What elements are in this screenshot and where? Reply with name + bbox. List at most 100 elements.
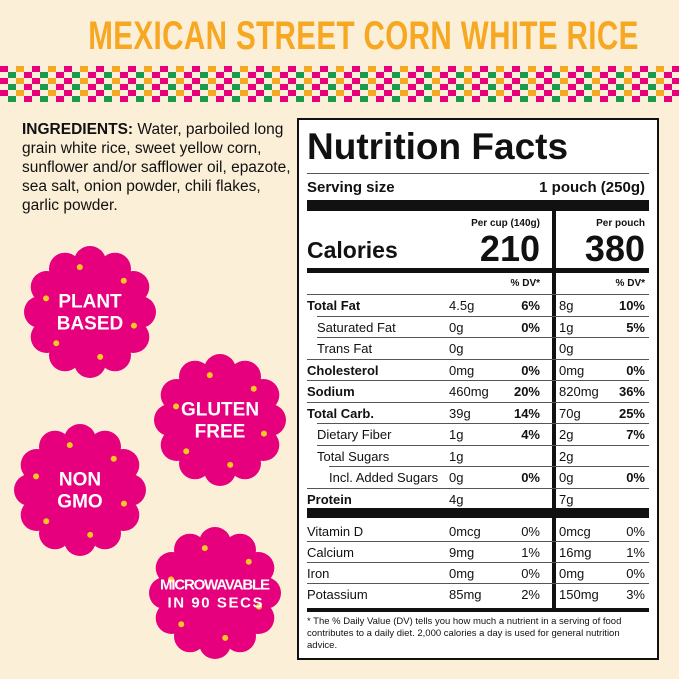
row-rule (329, 466, 649, 467)
badge-text: GMO (57, 492, 102, 513)
amount: 0g (449, 470, 464, 485)
badge-dot (97, 353, 104, 360)
row-label: Total Carb. (307, 405, 374, 421)
dv: 0% (521, 566, 540, 581)
serving-value: 1 pouch (250g) (539, 179, 645, 196)
amount: 16mg (559, 545, 592, 560)
dv: 36% (618, 384, 645, 399)
badge-dot (255, 603, 262, 610)
dv: 4% (521, 427, 540, 442)
dv: 14% (513, 405, 540, 421)
row-rule (307, 294, 649, 295)
dv: 0% (521, 470, 540, 485)
calories-value: 210 (479, 228, 540, 269)
dv: 0% (626, 524, 645, 539)
badge-text: FREE (195, 422, 246, 443)
badge-dot (130, 322, 137, 329)
row-rule (307, 380, 649, 381)
amount: 1g (449, 448, 464, 464)
column-divider (552, 211, 556, 610)
dv: 1% (521, 545, 540, 560)
row-label: Dietary Fiber (317, 427, 392, 442)
badge-dot (43, 295, 50, 302)
badge-dot (66, 442, 73, 449)
dv-header: % DV* (510, 278, 540, 289)
amount: 9mg (449, 545, 475, 560)
amount: 0g (449, 341, 464, 356)
badge-dot (250, 385, 257, 392)
badge-dot (173, 403, 180, 410)
col-header: Per pouch (596, 218, 645, 229)
badge-text: BASED (57, 314, 124, 335)
dv: 6% (521, 298, 540, 313)
ingredients-text: Water, parboiled long grain white rice, … (22, 121, 291, 214)
row-label: Iron (307, 566, 330, 581)
dv-header: % DV* (615, 278, 645, 289)
dv: 0% (521, 524, 540, 539)
row-label: Protein (307, 491, 352, 507)
row-label: Incl. Added Sugars (329, 470, 439, 485)
row-rule (317, 315, 649, 317)
calories-label: Calories (307, 237, 398, 263)
badge-text: GLUTEN (181, 400, 259, 421)
amount: 0mg (559, 566, 585, 581)
dv: 0% (626, 566, 645, 581)
badge-text: PLANT (58, 292, 122, 313)
dv: 0% (626, 362, 645, 378)
row-rule (307, 562, 649, 563)
row-label: Cholesterol (307, 362, 379, 378)
amount: 4g (449, 491, 464, 507)
dv: 0% (626, 470, 645, 485)
badge-dot (43, 518, 50, 525)
row-rule (307, 541, 649, 542)
amount: 85mg (449, 587, 482, 602)
amount: 2g (559, 448, 574, 464)
dv: 2% (521, 587, 540, 602)
badge-dot (120, 277, 127, 284)
badge-core (36, 258, 144, 366)
row-label: Calcium (307, 545, 354, 560)
amount: 7g (559, 491, 574, 507)
badge-core (161, 539, 269, 647)
badge-dot (227, 461, 234, 468)
dv: 10% (618, 298, 645, 313)
amount: 0g (559, 341, 574, 356)
badges: PLANTBASEDGLUTENFREENONGMOMICROWAVABLEIN… (14, 246, 286, 659)
medium-bar (307, 608, 649, 612)
calories-value: 380 (584, 228, 645, 269)
nutrition-label: Nutrition Facts Serving size 1 pouch (250g… (297, 118, 659, 660)
dv: 3% (626, 587, 645, 602)
row-label: Total Fat (307, 298, 361, 313)
badge-text: MICROWAVABLE (160, 576, 270, 593)
ingredients-label: INGREDIENTS: (22, 121, 134, 138)
thick-bar (307, 508, 649, 518)
badge-dot (222, 634, 229, 641)
amount: 2g (559, 427, 574, 442)
amount: 820mg (559, 384, 599, 399)
badge-core (166, 366, 274, 474)
medium-bar (307, 268, 649, 273)
footnote: * The % Daily Value (DV) tells you how m… (307, 616, 622, 651)
row-label: Potassium (307, 587, 368, 602)
amount: 8g (559, 298, 574, 313)
row-rule (307, 583, 649, 584)
badge-text: IN 90 SECS (168, 594, 263, 611)
badge-dot (206, 372, 213, 379)
row-label: Sodium (307, 384, 355, 399)
dv: 0% (521, 362, 540, 378)
amount: 0mg (449, 362, 475, 378)
nf-title: Nutrition Facts (307, 126, 569, 167)
stripe-band (0, 66, 679, 102)
badge-text: NON (59, 470, 101, 491)
row-rule (317, 423, 649, 424)
thick-bar (307, 200, 649, 211)
amount: 1g (449, 427, 464, 442)
title: MEXICAN STREET CORN WHITE RICE (88, 14, 639, 58)
dv: 7% (626, 427, 645, 442)
badge-dot (87, 531, 94, 538)
row-label: Saturated Fat (317, 319, 396, 335)
badge-core (26, 436, 134, 544)
